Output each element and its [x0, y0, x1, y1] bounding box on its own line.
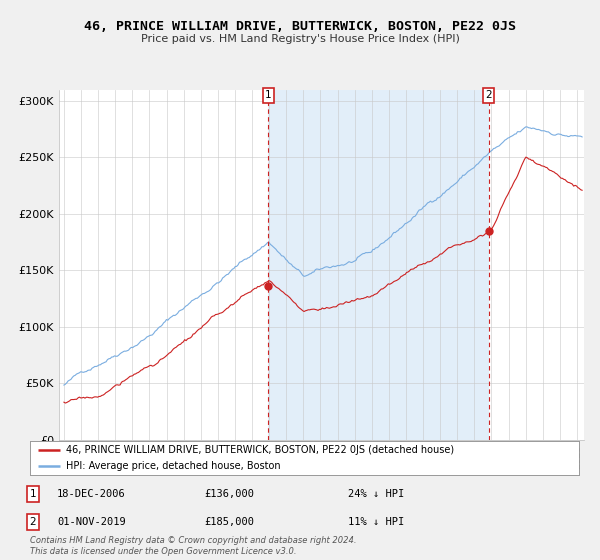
Text: 2: 2: [29, 517, 37, 527]
Text: 2: 2: [485, 90, 492, 100]
Text: Contains HM Land Registry data © Crown copyright and database right 2024.
This d: Contains HM Land Registry data © Crown c…: [30, 536, 356, 556]
Text: 46, PRINCE WILLIAM DRIVE, BUTTERWICK, BOSTON, PE22 0JS (detached house): 46, PRINCE WILLIAM DRIVE, BUTTERWICK, BO…: [65, 445, 454, 455]
Text: 24% ↓ HPI: 24% ↓ HPI: [348, 489, 404, 499]
Text: Price paid vs. HM Land Registry's House Price Index (HPI): Price paid vs. HM Land Registry's House …: [140, 34, 460, 44]
Text: 1: 1: [29, 489, 37, 499]
Text: 01-NOV-2019: 01-NOV-2019: [57, 517, 126, 527]
Text: £185,000: £185,000: [204, 517, 254, 527]
Text: £136,000: £136,000: [204, 489, 254, 499]
Text: 46, PRINCE WILLIAM DRIVE, BUTTERWICK, BOSTON, PE22 0JS: 46, PRINCE WILLIAM DRIVE, BUTTERWICK, BO…: [84, 20, 516, 33]
Bar: [268, 90, 488, 440]
Text: 1: 1: [265, 90, 272, 100]
Text: 18-DEC-2006: 18-DEC-2006: [57, 489, 126, 499]
Text: 11% ↓ HPI: 11% ↓ HPI: [348, 517, 404, 527]
Text: HPI: Average price, detached house, Boston: HPI: Average price, detached house, Bost…: [65, 461, 280, 471]
